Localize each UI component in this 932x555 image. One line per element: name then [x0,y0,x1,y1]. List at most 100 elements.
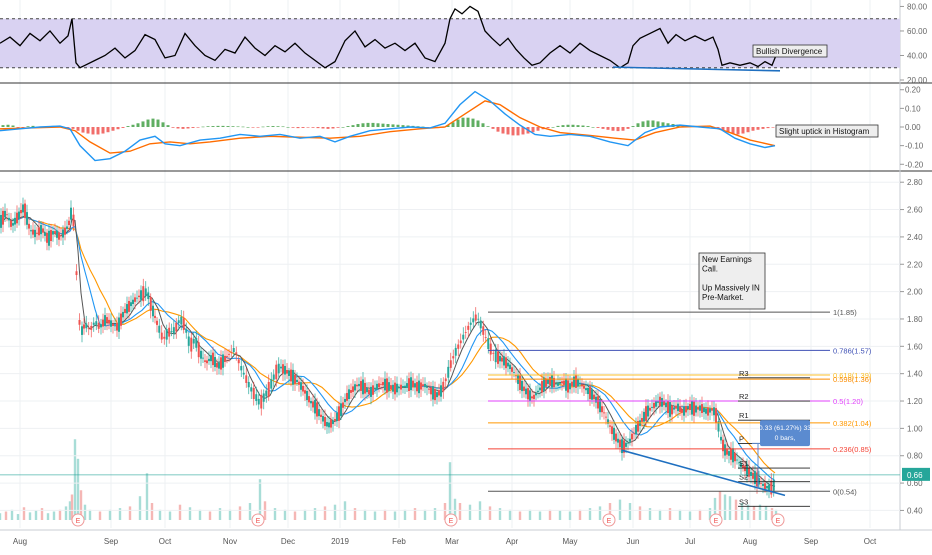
candle-body [499,355,501,362]
macd-histogram-bar [486,126,490,127]
macd-histogram-bar [341,127,345,128]
candle-body [673,407,675,410]
candle-body [557,382,559,386]
candle-body [118,317,120,332]
candle-body [18,211,20,219]
candle-body [134,297,136,302]
macd-tick-label: 0.20 [905,86,921,95]
candle-body [124,308,126,314]
candle-body [257,398,260,405]
candle-body [290,369,292,382]
candle-body [469,322,472,325]
candle-body [482,326,485,335]
macd-histogram-bar [626,127,630,129]
candle-body [352,386,354,392]
candle-body [390,385,392,390]
macd-histogram-bar [666,123,670,127]
candle-body [52,231,54,235]
candle-body [449,360,452,368]
fib-level-label: 0.236(0.85) [833,445,872,454]
candle-body [356,384,358,387]
macd-histogram-bar [271,126,275,127]
x-tick-label: Apr [506,537,519,546]
candle-body [394,382,396,395]
candle-body [154,315,156,318]
candle-body [182,318,185,330]
candle-body [619,439,621,448]
candle-body [653,402,655,409]
candle-body [384,378,386,391]
candle-body [547,379,549,384]
volume-bar [228,509,232,520]
earnings-marker [251,513,265,527]
candle-body [420,382,422,390]
macd-histogram-bar [471,118,475,127]
macd-histogram-bar [416,126,420,127]
macd-histogram-bar [551,127,555,128]
candle-body [267,381,270,397]
macd-histogram-bar [256,127,260,128]
candle-body [300,382,302,390]
candle-body [326,422,328,427]
candle-body [459,340,462,344]
candle-body [286,370,288,374]
candle-body [746,464,748,477]
macd-tick-label: -0.20 [905,160,924,169]
volume-bar [770,508,774,520]
candle-body [66,226,68,229]
candle-body [220,357,222,370]
candle-body [575,374,577,388]
candle-body [609,425,611,427]
volume-bar [734,499,738,520]
candle-body [334,418,336,421]
candle-body [701,404,703,414]
candle-body [138,295,140,298]
macd-tick-label: -0.10 [905,142,924,151]
rsi-line [0,5,777,69]
candle-body [32,229,34,235]
volume-bar [758,504,762,520]
macd-histogram-bar [356,124,360,127]
macd-histogram-bar [136,123,140,127]
candle-body [715,408,717,423]
macd-histogram-bar [316,127,320,129]
candle-body [277,363,280,374]
candle-body [561,381,563,384]
volume-bar [22,507,26,520]
volume-bar [46,513,50,520]
candle-body [539,387,541,391]
fib-level-label: 0.618(1.39) [833,371,872,380]
macd-histogram-bar [196,127,200,128]
macd-histogram-bar [186,127,190,129]
candle-body [665,402,667,408]
macd-histogram-bar [611,127,615,131]
candle-body [270,379,273,389]
earnings-marker-label: E [607,518,612,525]
candle-body [599,398,601,413]
candle-body [272,374,275,380]
candle-body [110,320,112,327]
volume-bar [198,509,202,520]
candle-body [513,372,515,374]
volume-bar [70,494,74,520]
measure-text: 0 bars, [775,435,796,442]
volume-bar [118,508,122,520]
volume-bar [688,511,692,520]
candle-body [675,405,677,409]
macd-histogram-bar [276,126,280,127]
volume-bar [648,508,652,520]
candle-body [304,390,306,394]
candle-body [442,381,445,392]
earnings-marker [71,513,85,527]
macd-histogram-bar [156,119,160,127]
candle-body [400,384,402,390]
macd-histogram-bar [171,127,175,128]
candle-body [657,401,659,403]
candle-body [318,409,320,417]
candle-body [691,401,693,415]
macd-histogram-bar [201,126,205,128]
earnings-annotation-text: Up Massively IN [702,284,760,293]
macd-histogram-bar [766,127,770,129]
